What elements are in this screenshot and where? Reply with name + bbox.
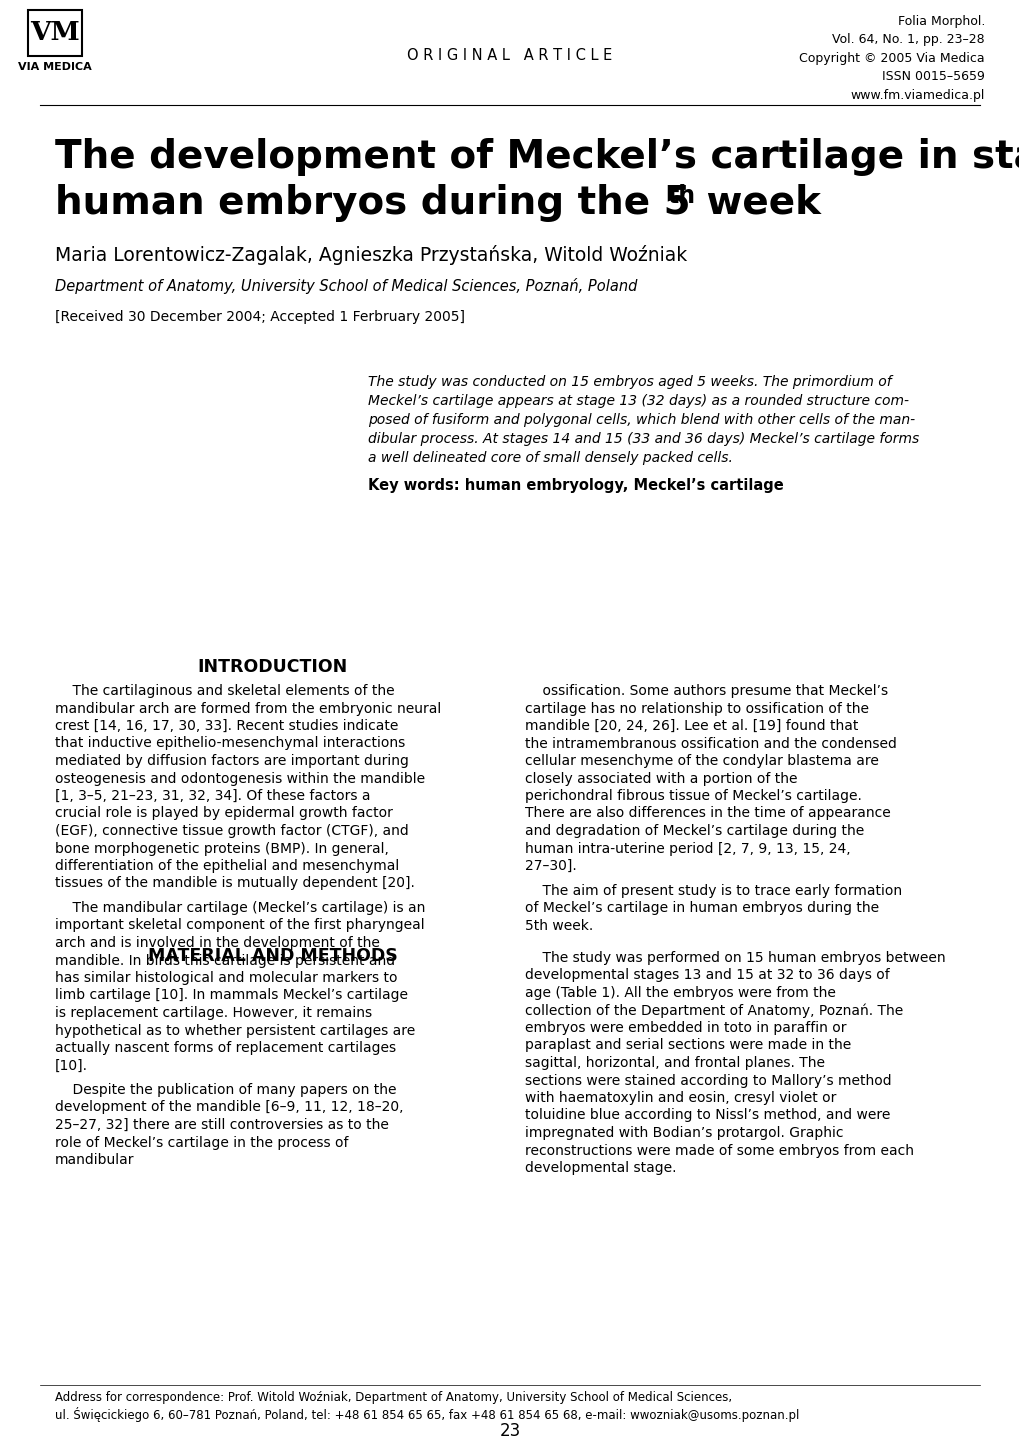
Text: embryos were embedded in toto in paraffin or: embryos were embedded in toto in paraffi…	[525, 1022, 846, 1035]
Text: human intra-uterine period [2, 7, 9, 13, 15, 24,: human intra-uterine period [2, 7, 9, 13,…	[525, 841, 850, 856]
Text: of Meckel’s cartilage in human embryos during the: of Meckel’s cartilage in human embryos d…	[525, 900, 878, 915]
Text: 25–27, 32] there are still controversies as to the: 25–27, 32] there are still controversies…	[55, 1118, 388, 1131]
Text: Folia Morphol.
Vol. 64, No. 1, pp. 23–28
Copyright © 2005 Via Medica
ISSN 0015–5: Folia Morphol. Vol. 64, No. 1, pp. 23–28…	[799, 14, 984, 102]
Text: posed of fusiform and polygonal cells, which blend with other cells of the man-: posed of fusiform and polygonal cells, w…	[368, 413, 914, 427]
Text: Key words: human embryology, Meckel’s cartilage: Key words: human embryology, Meckel’s ca…	[368, 478, 783, 494]
Text: toluidine blue according to Nissl’s method, and were: toluidine blue according to Nissl’s meth…	[525, 1108, 890, 1123]
Text: is replacement cartilage. However, it remains: is replacement cartilage. However, it re…	[55, 1006, 372, 1020]
Text: mandible [20, 24, 26]. Lee et al. [19] found that: mandible [20, 24, 26]. Lee et al. [19] f…	[525, 719, 858, 733]
Text: sections were stained according to Mallory’s method: sections were stained according to Mallo…	[525, 1074, 891, 1088]
Text: O R I G I N A L   A R T I C L E: O R I G I N A L A R T I C L E	[407, 48, 612, 63]
Text: bone morphogenetic proteins (BMP). In general,: bone morphogenetic proteins (BMP). In ge…	[55, 841, 388, 856]
Text: and degradation of Meckel’s cartilage during the: and degradation of Meckel’s cartilage du…	[525, 824, 863, 838]
Text: The aim of present study is to trace early formation: The aim of present study is to trace ear…	[525, 883, 901, 898]
Text: developmental stage.: developmental stage.	[525, 1162, 676, 1175]
Text: 23: 23	[499, 1421, 520, 1440]
Text: Address for correspondence: Prof. Witold Woźniak, Department of Anatomy, Univers: Address for correspondence: Prof. Witold…	[55, 1391, 732, 1404]
Text: cartilage has no relationship to ossification of the: cartilage has no relationship to ossific…	[525, 701, 868, 716]
Text: The study was performed on 15 human embryos between: The study was performed on 15 human embr…	[525, 951, 945, 965]
Text: impregnated with Bodian’s protargol. Graphic: impregnated with Bodian’s protargol. Gra…	[525, 1126, 843, 1140]
Text: [Received 30 December 2004; Accepted 1 Ferbruary 2005]: [Received 30 December 2004; Accepted 1 F…	[55, 310, 465, 325]
Text: There are also differences in the time of appearance: There are also differences in the time o…	[525, 807, 890, 821]
Text: paraplast and serial sections were made in the: paraplast and serial sections were made …	[525, 1039, 851, 1052]
Text: INTRODUCTION: INTRODUCTION	[198, 658, 347, 675]
Text: VIA MEDICA: VIA MEDICA	[18, 62, 92, 72]
Text: important skeletal component of the first pharyngeal: important skeletal component of the firs…	[55, 919, 424, 932]
Text: ul. Święcickiego 6, 60–781 Poznań, Poland, tel: +48 61 854 65 65, fax +48 61 854: ul. Święcickiego 6, 60–781 Poznań, Polan…	[55, 1407, 799, 1421]
FancyBboxPatch shape	[28, 10, 82, 56]
Text: role of Meckel’s cartilage in the process of: role of Meckel’s cartilage in the proces…	[55, 1136, 348, 1150]
Text: with haematoxylin and eosin, cresyl violet or: with haematoxylin and eosin, cresyl viol…	[525, 1091, 836, 1105]
Text: Meckel’s cartilage appears at stage 13 (32 days) as a rounded structure com-: Meckel’s cartilage appears at stage 13 (…	[368, 394, 908, 408]
Text: cellular mesenchyme of the condylar blastema are: cellular mesenchyme of the condylar blas…	[525, 755, 878, 768]
Text: has similar histological and molecular markers to: has similar histological and molecular m…	[55, 971, 397, 986]
Text: human embryos during the 5: human embryos during the 5	[55, 185, 690, 222]
Text: that inductive epithelio-mesenchymal interactions: that inductive epithelio-mesenchymal int…	[55, 736, 405, 750]
Text: The development of Meckel’s cartilage in staged: The development of Meckel’s cartilage in…	[55, 139, 1019, 176]
Text: mandibular: mandibular	[55, 1153, 135, 1167]
Text: crest [14, 16, 17, 30, 33]. Recent studies indicate: crest [14, 16, 17, 30, 33]. Recent studi…	[55, 719, 398, 733]
Text: Maria Lorentowicz-Zagalak, Agnieszka Przystańska, Witold Woźniak: Maria Lorentowicz-Zagalak, Agnieszka Prz…	[55, 245, 687, 266]
Text: [1, 3–5, 21–23, 31, 32, 34]. Of these factors a: [1, 3–5, 21–23, 31, 32, 34]. Of these fa…	[55, 789, 370, 802]
Text: mandible. In birds this cartilage is persistent and: mandible. In birds this cartilage is per…	[55, 954, 394, 967]
Text: The cartilaginous and skeletal elements of the: The cartilaginous and skeletal elements …	[55, 684, 394, 698]
Text: Department of Anatomy, University School of Medical Sciences, Poznań, Poland: Department of Anatomy, University School…	[55, 278, 637, 294]
Text: arch and is involved in the development of the: arch and is involved in the development …	[55, 937, 379, 949]
Text: osteogenesis and odontogenesis within the mandible: osteogenesis and odontogenesis within th…	[55, 772, 425, 785]
Text: developmental stages 13 and 15 at 32 to 36 days of: developmental stages 13 and 15 at 32 to …	[525, 968, 889, 983]
Text: mediated by diffusion factors are important during: mediated by diffusion factors are import…	[55, 755, 409, 768]
Text: (EGF), connective tissue growth factor (CTGF), and: (EGF), connective tissue growth factor (…	[55, 824, 409, 838]
Text: limb cartilage [10]. In mammals Meckel’s cartilage: limb cartilage [10]. In mammals Meckel’s…	[55, 988, 408, 1003]
Text: Despite the publication of many papers on the: Despite the publication of many papers o…	[55, 1084, 396, 1097]
Text: ossification. Some authors presume that Meckel’s: ossification. Some authors presume that …	[525, 684, 888, 698]
Text: a well delineated core of small densely packed cells.: a well delineated core of small densely …	[368, 452, 733, 465]
Text: th: th	[667, 185, 695, 208]
Text: perichondral fibrous tissue of Meckel’s cartilage.: perichondral fibrous tissue of Meckel’s …	[525, 789, 861, 802]
Text: hypothetical as to whether persistent cartilages are: hypothetical as to whether persistent ca…	[55, 1023, 415, 1038]
Text: MATERIAL AND METHODS: MATERIAL AND METHODS	[148, 947, 397, 965]
Text: sagittal, horizontal, and frontal planes. The: sagittal, horizontal, and frontal planes…	[525, 1056, 824, 1071]
Text: mandibular arch are formed from the embryonic neural: mandibular arch are formed from the embr…	[55, 701, 441, 716]
Text: the intramembranous ossification and the condensed: the intramembranous ossification and the…	[525, 736, 896, 750]
Text: age (Table 1). All the embryos were from the: age (Table 1). All the embryos were from…	[525, 986, 835, 1000]
Text: The study was conducted on 15 embryos aged 5 weeks. The primordium of: The study was conducted on 15 embryos ag…	[368, 375, 891, 390]
Text: week: week	[692, 185, 820, 222]
Text: development of the mandible [6–9, 11, 12, 18–20,: development of the mandible [6–9, 11, 12…	[55, 1101, 404, 1114]
Text: The mandibular cartilage (Meckel’s cartilage) is an: The mandibular cartilage (Meckel’s carti…	[55, 900, 425, 915]
Text: actually nascent forms of replacement cartilages: actually nascent forms of replacement ca…	[55, 1040, 395, 1055]
Text: reconstructions were made of some embryos from each: reconstructions were made of some embryo…	[525, 1143, 913, 1157]
Text: closely associated with a portion of the: closely associated with a portion of the	[525, 772, 797, 785]
Text: differentiation of the epithelial and mesenchymal: differentiation of the epithelial and me…	[55, 859, 398, 873]
Text: collection of the Department of Anatomy, Poznań. The: collection of the Department of Anatomy,…	[525, 1003, 903, 1017]
Text: 27–30].: 27–30].	[525, 859, 576, 873]
Text: VM: VM	[31, 20, 79, 45]
Text: dibular process. At stages 14 and 15 (33 and 36 days) Meckel’s cartilage forms: dibular process. At stages 14 and 15 (33…	[368, 431, 918, 446]
Text: 5th week.: 5th week.	[525, 919, 593, 932]
Text: tissues of the mandible is mutually dependent [20].: tissues of the mandible is mutually depe…	[55, 876, 415, 890]
Text: [10].: [10].	[55, 1059, 88, 1072]
Text: crucial role is played by epidermal growth factor: crucial role is played by epidermal grow…	[55, 807, 392, 821]
